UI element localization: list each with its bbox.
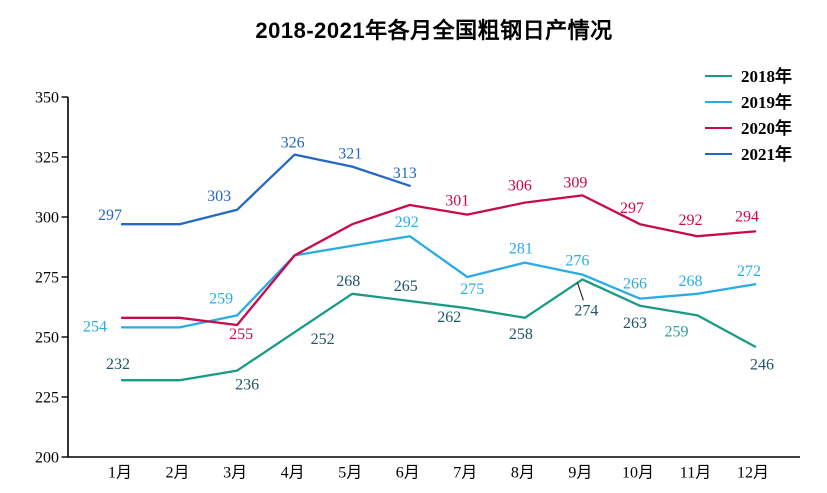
data-label-2018年: 262 [437,309,461,326]
y-tick-label: 350 [35,90,59,107]
x-tick-label: 6月 [396,465,420,482]
data-label-2019年: 281 [509,241,533,258]
data-label-2018年: 259 [665,323,689,340]
data-label-2021年: 297 [98,207,122,224]
data-label-2019年: 268 [679,273,703,290]
data-label-2020年: 255 [229,326,253,343]
x-tick-label: 7月 [453,465,477,482]
x-tick-label: 10月 [622,465,654,482]
data-label-2020年: 306 [508,178,532,195]
data-label-2020年: 301 [445,193,469,210]
series-line-2020年 [120,194,757,327]
legend-item-2019年: 2019年 [705,92,792,112]
data-label-2021年: 321 [338,146,362,163]
data-label-2018年: 274 [574,302,598,319]
legend-item-2021年: 2021年 [705,144,792,164]
y-tick-label: 250 [35,330,59,347]
data-label-2019年: 272 [737,263,761,280]
x-tick-label: 1月 [108,465,132,482]
series-line-2019年 [120,235,757,329]
legend-swatch-icon [705,101,732,103]
y-tick-label: 325 [35,150,59,167]
y-tick-label: 200 [35,450,59,467]
x-tick-label: 5月 [338,465,362,482]
data-label-2018年: 232 [106,356,130,373]
legend-label: 2020年 [741,118,792,138]
y-tick-label: 225 [35,390,59,407]
data-label-2019年: 276 [565,253,589,270]
data-label-2018年: 258 [509,326,533,343]
legend-item-2020年: 2020年 [705,118,792,138]
data-label-2018年: 268 [336,273,360,290]
legend-swatch-icon [705,127,732,129]
data-label-2019年: 254 [83,318,107,335]
data-label-2018年: 236 [235,377,259,394]
data-label-2020年: 297 [620,200,644,217]
data-label-2021年: 303 [207,188,231,205]
legend-label: 2019年 [741,92,792,112]
series-line-2018年 [120,278,757,382]
data-label-2021年: 313 [393,165,417,182]
data-label-2020年: 309 [563,174,587,191]
data-label-2018年: 246 [750,357,774,374]
legend: 2018年 2019年 2020年 2021年 [705,66,792,164]
x-tick-label: 12月 [737,465,769,482]
data-label-2018年: 265 [394,278,418,295]
data-label-2019年: 266 [623,276,647,293]
data-label-2019年: 292 [395,214,419,231]
legend-label: 2018年 [741,66,792,86]
data-label-2020年: 294 [735,208,759,225]
legend-swatch-icon [705,153,732,155]
data-label-2018年: 263 [623,315,647,332]
legend-label: 2021年 [741,144,792,164]
legend-item-2018年: 2018年 [705,66,792,86]
series-line-2021年 [120,153,411,226]
label-leader-line [576,282,584,301]
data-label-2021年: 326 [281,135,305,152]
data-label-2019年: 259 [209,290,233,307]
x-tick-label: 8月 [511,465,535,482]
y-tick-label: 275 [35,270,59,287]
y-tick-label: 300 [35,210,59,227]
x-tick-label: 4月 [281,465,305,482]
x-tick-label: 9月 [568,465,592,482]
data-label-2019年: 275 [460,281,484,298]
x-tick-label: 3月 [223,465,247,482]
chart-title: 2018-2021年各月全国粗钢日产情况 [255,18,613,43]
data-label-2020年: 292 [679,212,703,229]
data-label-2018年: 252 [311,331,335,348]
x-tick-label: 11月 [680,465,711,482]
legend-swatch-icon [705,75,732,77]
x-tick-label: 2月 [166,465,190,482]
